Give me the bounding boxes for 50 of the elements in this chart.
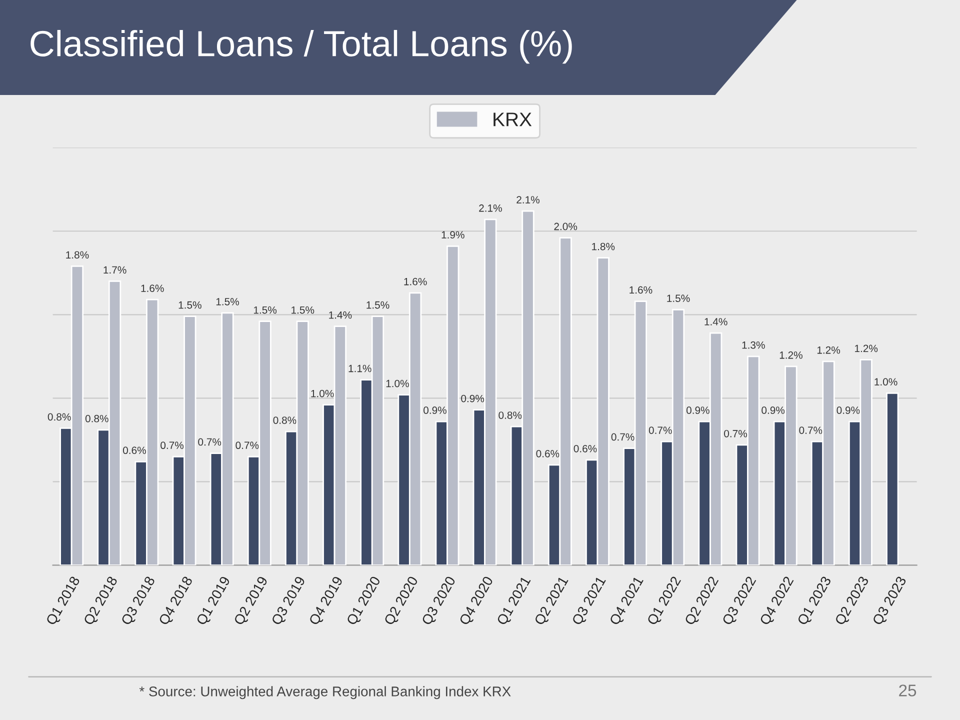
data-label: 1.6% xyxy=(141,284,164,292)
data-label: 0.6% xyxy=(536,450,560,458)
data-label: 1.5% xyxy=(292,306,314,314)
data-label: 1.5% xyxy=(366,301,390,309)
data-label: 1.2% xyxy=(817,346,840,354)
data-label: 0.9% xyxy=(461,394,484,402)
data-label: 1.8% xyxy=(66,251,89,259)
data-label: 1.6% xyxy=(630,286,652,294)
data-label: 1.0% xyxy=(311,390,334,398)
data-label: 1.8% xyxy=(592,242,615,250)
data-label: 1.5% xyxy=(216,298,239,306)
data-label: 0.8% xyxy=(273,416,296,424)
data-label: 1.9% xyxy=(442,231,464,239)
data-label: 0.9% xyxy=(836,406,860,414)
data-label: 0.8% xyxy=(498,412,522,419)
data-label: 1.5% xyxy=(667,294,690,302)
data-label: 1.4% xyxy=(704,318,728,326)
data-label: 0.7% xyxy=(648,426,672,434)
data-label: 0.9% xyxy=(686,406,710,414)
data-label: 0.8% xyxy=(48,413,71,421)
data-label: 0.7% xyxy=(198,438,222,446)
chart-title: Classified Loans / Total Loans (%) xyxy=(30,30,572,64)
text: 25 xyxy=(899,684,916,696)
data-label: 0.7% xyxy=(724,430,748,438)
data-label: 1.7% xyxy=(104,266,126,274)
data-label: 1.6% xyxy=(404,278,427,286)
data-label: 1.2% xyxy=(780,351,802,359)
data-label: 2.1% xyxy=(479,204,502,212)
legend-label: KRX xyxy=(494,112,532,126)
data-label: 0.7% xyxy=(799,426,822,434)
data-label: 1.2% xyxy=(855,344,878,352)
data-label: 0.7% xyxy=(160,442,184,450)
data-label: 1.3% xyxy=(742,341,765,349)
data-label: 1.0% xyxy=(874,378,898,386)
data-label: 0.6% xyxy=(574,444,597,452)
data-label: 1.4% xyxy=(329,311,352,319)
data-label: 1.5% xyxy=(178,301,202,309)
data-label: 0.8% xyxy=(85,414,108,422)
data-label: 2.1% xyxy=(516,196,540,204)
data-label: 0.6% xyxy=(123,446,146,454)
data-label: 0.7% xyxy=(611,433,634,441)
data-label: 2.0% xyxy=(554,222,578,230)
bar xyxy=(886,392,899,566)
data-label: 0.7% xyxy=(236,442,259,450)
text: * Source: Unweighted Average Regional Banking Index KRX xyxy=(139,686,511,700)
data-label: 1.0% xyxy=(386,380,409,388)
data-label: 0.9% xyxy=(762,406,785,414)
data-label: 0.9% xyxy=(424,406,446,414)
data-label: 1.1% xyxy=(348,364,372,372)
data-label: 1.5% xyxy=(254,306,277,314)
